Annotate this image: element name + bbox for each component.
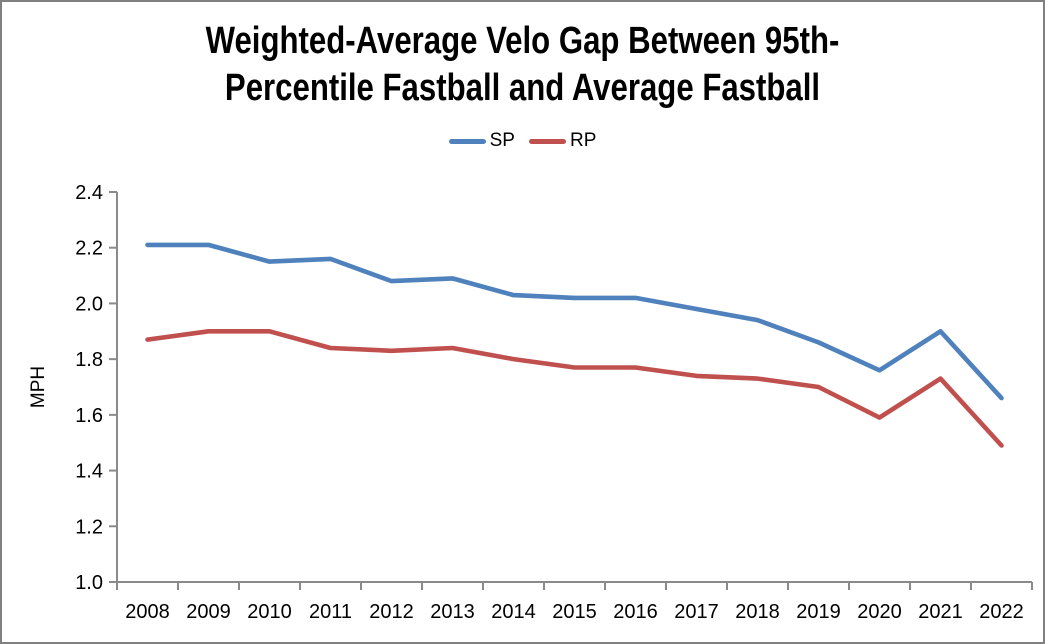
x-tick-label: 2017 (674, 601, 719, 623)
legend-label-rp: RP (569, 130, 597, 151)
legend-item-sp: SP (448, 130, 515, 152)
x-tick-label: 2018 (735, 601, 780, 623)
chart-title-line1: Weighted-Average Velo Gap Between 95th- (205, 20, 840, 62)
legend-label-sp: SP (489, 130, 515, 151)
x-tick-label: 2012 (369, 601, 414, 623)
series-line-sp (145, 242, 1004, 401)
chart-title-line2: Percentile Fastball and Average Fastball (224, 67, 821, 109)
y-tick-label: 2.0 (75, 293, 103, 315)
y-axis-title: MPH (28, 366, 49, 408)
x-tick-label: 2013 (430, 601, 475, 623)
y-tick-label: 1.8 (75, 349, 103, 371)
series-line-rp (145, 328, 1004, 448)
y-tick-label: 1.0 (75, 572, 103, 594)
rp-line-swatch (528, 138, 566, 144)
x-tick-label: 2009 (186, 601, 231, 623)
chart-title: Weighted-Average Velo Gap Between 95th- … (96, 18, 950, 112)
x-tick-label: 2019 (796, 601, 841, 623)
y-tick-label: 2.4 (75, 182, 103, 204)
y-tick-label: 1.6 (75, 405, 103, 427)
y-tick-label: 1.4 (75, 461, 103, 483)
x-tick-label: 2011 (309, 601, 352, 623)
x-tick-label: 2020 (857, 601, 902, 623)
x-tick-label: 2010 (247, 601, 292, 623)
sp-line-swatch (448, 138, 486, 144)
legend-item-rp: RP (528, 130, 597, 152)
y-tick-label: 1.2 (75, 516, 103, 538)
x-tick-label: 2021 (918, 601, 963, 623)
x-tick-label: 2016 (613, 601, 658, 623)
y-tick-label: 2.2 (75, 238, 103, 260)
x-tick-label: 2015 (552, 601, 597, 623)
x-tick-label: 2022 (979, 601, 1024, 623)
x-tick-label: 2008 (125, 601, 170, 623)
x-tick-label: 2014 (491, 601, 536, 623)
chart-legend: SP RP (2, 130, 1043, 152)
